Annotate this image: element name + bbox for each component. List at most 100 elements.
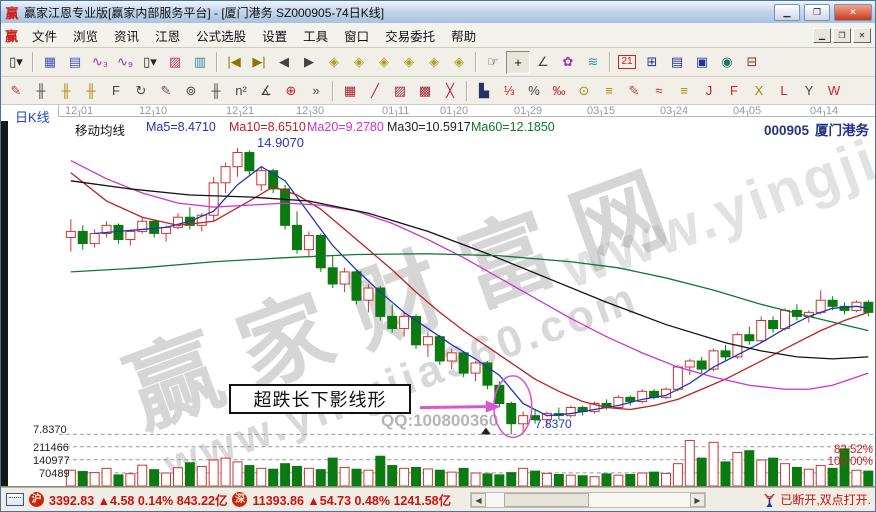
date-tick-label: 04-14 bbox=[810, 105, 839, 117]
red-crosshair-icon[interactable]: ⊕ bbox=[285, 82, 297, 98]
fan-lines-icon[interactable]: ╳ bbox=[446, 82, 454, 98]
menu-item-help[interactable]: 帮助 bbox=[451, 29, 477, 44]
candle-style-icon[interactable]: ▯▾ bbox=[143, 54, 157, 69]
horizontal-scrollbar[interactable]: ◀ ▶ bbox=[470, 492, 706, 508]
gold-grid-1-icon[interactable]: ╫ bbox=[61, 83, 71, 98]
price-scale-label: 7.8370 bbox=[33, 424, 67, 436]
date-axis-line bbox=[59, 116, 875, 117]
keyboard-icon[interactable] bbox=[6, 493, 24, 506]
period-selector-icon[interactable]: ▯▾ bbox=[9, 54, 23, 69]
menu-item-tools[interactable]: 工具 bbox=[303, 29, 329, 44]
node-tool-icon[interactable]: ✿ bbox=[562, 54, 574, 69]
gold-grid-2-icon[interactable]: ╫ bbox=[86, 83, 96, 98]
angle-f-icon[interactable]: F bbox=[730, 83, 738, 98]
gann-grid-icon[interactable]: ╫ bbox=[36, 83, 46, 98]
menu-item-trade-entrust[interactable]: 交易委托 bbox=[385, 29, 436, 44]
prev-page-icon[interactable]: ◀ bbox=[279, 54, 289, 69]
chart-3-periods-icon[interactable]: ∿₃ bbox=[91, 54, 109, 69]
trade-cart-icon[interactable]: ⊟ bbox=[746, 54, 758, 69]
save-icon[interactable]: ▣ bbox=[695, 54, 709, 69]
scroll-track[interactable] bbox=[486, 493, 690, 507]
fibonacci-lines-icon[interactable]: F bbox=[112, 83, 120, 98]
first-page-icon[interactable]: |◀ bbox=[227, 54, 241, 69]
angle-ruler-icon[interactable]: ∡ bbox=[260, 82, 272, 98]
shanghai-index-text[interactable]: 3392.83 ▲4.58 0.14% 843.22亿 bbox=[49, 494, 228, 508]
menu-items: 文件 浏览 资讯 江恩 公式选股 设置 工具 窗口 交易委托 帮助 bbox=[24, 23, 484, 48]
calendar-21-icon[interactable]: 21 bbox=[615, 51, 639, 74]
menu-item-browse[interactable]: 浏览 bbox=[73, 29, 99, 44]
third-retrace-icon[interactable]: ⅓ bbox=[503, 83, 515, 98]
hist-chart-icon[interactable]: ▙ bbox=[479, 82, 489, 98]
info-panel-icon[interactable]: ▤ bbox=[68, 54, 82, 69]
chart-9-periods-icon[interactable]: ∿₉ bbox=[116, 54, 134, 69]
mdi-restore-button[interactable]: ❐ bbox=[833, 27, 851, 43]
permille-tool-icon[interactable]: ‰ bbox=[552, 83, 566, 98]
pattern-view-icon[interactable]: ▨ bbox=[168, 54, 182, 69]
connection-status[interactable]: 已断开,双点打开. bbox=[763, 491, 871, 508]
gann-diamond-5-icon[interactable]: ◈ bbox=[429, 54, 439, 69]
circle-cycle-icon[interactable]: ⊚ bbox=[185, 82, 197, 98]
gold-circle-icon[interactable]: ⊙ bbox=[578, 82, 590, 98]
shenzhen-index-icon[interactable]: 深 bbox=[232, 492, 248, 507]
gold-levels-icon[interactable]: ≡ bbox=[605, 83, 613, 98]
gann-box-icon[interactable]: ▦ bbox=[343, 82, 357, 98]
gann-diamond-2-icon[interactable]: ◈ bbox=[354, 54, 364, 69]
date-tick-mark bbox=[674, 112, 675, 117]
next-page-icon[interactable]: ▶ bbox=[304, 54, 314, 69]
peak-price-label: 14.9070 bbox=[257, 135, 304, 150]
mdi-minimize-button[interactable]: ▁ bbox=[813, 27, 831, 43]
cycle-tool-icon[interactable]: ↻ bbox=[135, 82, 147, 98]
menu-bar: 赢 文件 浏览 资讯 江恩 公式选股 设置 工具 窗口 交易委托 帮助 ▁ ❐ ✕ bbox=[1, 23, 875, 48]
hand-tool-icon[interactable]: ☞ bbox=[487, 54, 499, 69]
gann-fan-icon[interactable]: ╱ bbox=[371, 82, 379, 98]
draw-pencil-icon[interactable]: ✎ bbox=[10, 82, 22, 98]
percent-tool-icon[interactable]: % bbox=[528, 83, 540, 98]
menu-item-news[interactable]: 资讯 bbox=[114, 29, 140, 44]
web-icon[interactable]: ◉ bbox=[721, 54, 733, 69]
callout-box[interactable]: 超跌长下影线形 bbox=[229, 384, 411, 414]
menu-item-formula-stock-pick[interactable]: 公式选股 bbox=[196, 29, 247, 44]
crosshair-tool-icon[interactable]: + bbox=[506, 50, 530, 74]
gann-box-fan-icon[interactable]: ▨ bbox=[393, 82, 407, 98]
minimize-button[interactable]: ▁ bbox=[774, 3, 800, 21]
angle-j-icon[interactable]: J bbox=[705, 83, 713, 98]
gann-box-grid-icon[interactable]: ▩ bbox=[418, 82, 432, 98]
mdi-close-button[interactable]: ✕ bbox=[853, 27, 871, 43]
close-button[interactable]: ✕ bbox=[834, 3, 872, 21]
last-page-icon[interactable]: ▶| bbox=[252, 54, 266, 69]
menu-item-file[interactable]: 文件 bbox=[32, 29, 58, 44]
report-icon[interactable]: ▤ bbox=[670, 54, 684, 69]
more-tools-icon[interactable]: » bbox=[312, 83, 320, 98]
wave-red-icon[interactable]: ≈ bbox=[655, 83, 663, 98]
gann-diamond-4-icon[interactable]: ◈ bbox=[404, 54, 414, 69]
toolbar-separator bbox=[466, 80, 468, 101]
n-square-icon[interactable]: n² bbox=[235, 83, 247, 98]
flag-pencil-icon[interactable]: ✎ bbox=[628, 82, 640, 98]
wave-tool-icon[interactable]: ≋ bbox=[587, 54, 599, 69]
scroll-left-button[interactable]: ◀ bbox=[471, 493, 486, 507]
menu-item-gann[interactable]: 江恩 bbox=[155, 29, 181, 44]
calculator-icon[interactable]: ⊞ bbox=[646, 54, 658, 69]
angle-w-icon[interactable]: W bbox=[827, 83, 841, 98]
scroll-thumb[interactable] bbox=[504, 493, 589, 507]
maximize-button[interactable]: ❐ bbox=[804, 3, 830, 21]
gann-diamond-1-icon[interactable]: ◈ bbox=[329, 54, 339, 69]
gann-diamond-3-icon[interactable]: ◈ bbox=[379, 54, 389, 69]
menu-item-window[interactable]: 窗口 bbox=[344, 29, 370, 44]
gold-levels-2-icon[interactable]: ≡ bbox=[680, 83, 688, 98]
menu-item-settings[interactable]: 设置 bbox=[262, 29, 288, 44]
color-chart-icon[interactable]: ▥ bbox=[193, 54, 207, 69]
gann-diamond-6-icon[interactable]: ◈ bbox=[454, 54, 464, 69]
line-tool-icon[interactable]: ∠ bbox=[537, 54, 549, 69]
shenzhen-index-text[interactable]: 11393.86 ▲54.73 0.48% 1241.58亿 bbox=[252, 494, 452, 508]
kline-plot[interactable] bbox=[1, 105, 875, 486]
shanghai-index-icon[interactable]: 沪 bbox=[29, 492, 44, 507]
window-tile-icon[interactable]: ▦ bbox=[43, 54, 57, 69]
time-lines-icon[interactable]: ╫ bbox=[211, 83, 221, 98]
kline-chart-area[interactable]: 赢家财富网 www.yingjia360.com www.yingjia360.… bbox=[1, 105, 875, 487]
angle-l-icon[interactable]: L bbox=[780, 83, 788, 98]
angle-x-icon[interactable]: X bbox=[754, 83, 764, 98]
draw-pencil-2-icon[interactable]: ✎ bbox=[160, 82, 172, 98]
angle-y-icon[interactable]: Y bbox=[804, 83, 814, 98]
scroll-right-button[interactable]: ▶ bbox=[690, 493, 705, 507]
